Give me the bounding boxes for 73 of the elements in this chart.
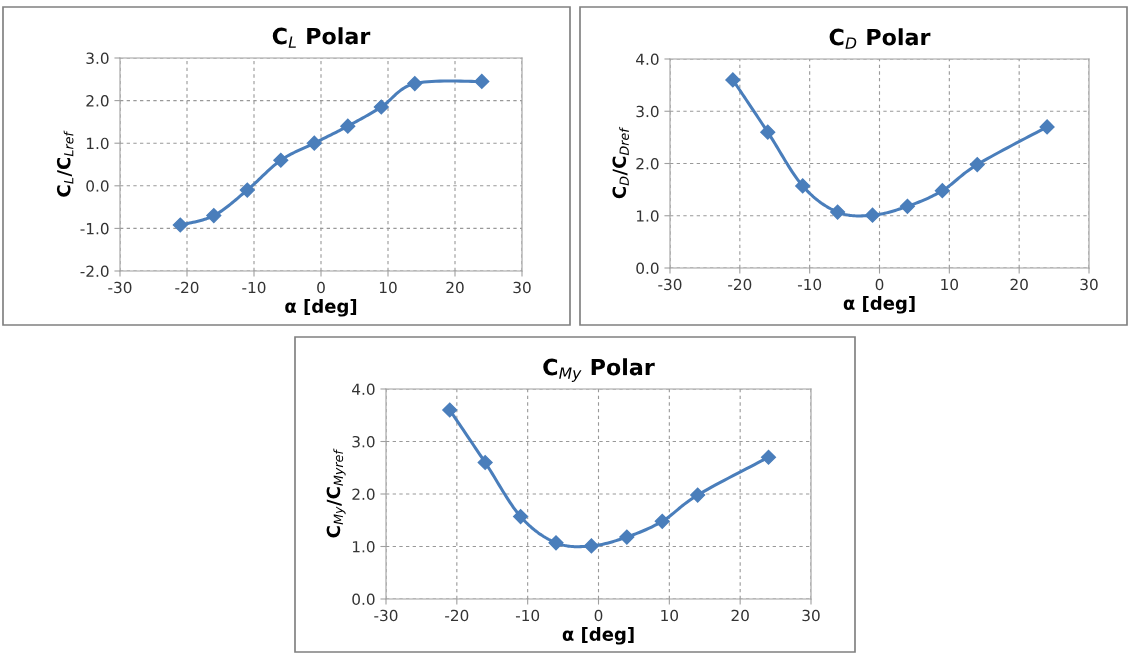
point: [273, 152, 289, 168]
y-tick-label: -2.0: [80, 265, 109, 278]
y-tick-label: 0.0: [86, 180, 109, 192]
point: [760, 449, 777, 465]
x-tick-label: 30: [513, 281, 531, 294]
x-tick-label: 20: [1010, 278, 1028, 291]
y-tick-label: 2.0: [352, 488, 375, 501]
point: [340, 118, 356, 134]
chart-title: C$_{L}$ Polar: [272, 27, 371, 48]
point: [760, 124, 776, 140]
point: [583, 538, 599, 554]
point: [548, 535, 564, 551]
y-axis-title: C$_{L}$/C$_{Lref}$: [56, 130, 74, 197]
point: [864, 207, 881, 223]
chart-title: C$_{D}$ Polar: [829, 28, 931, 49]
x-tick-label: 10: [941, 278, 959, 291]
point: [830, 204, 846, 220]
x-axis-title: α [deg]: [562, 626, 634, 645]
point: [474, 73, 490, 89]
y-tick-label: 1.0: [636, 210, 659, 222]
point: [513, 509, 529, 525]
point: [690, 487, 706, 503]
x-tick-label: -20: [175, 281, 199, 294]
point: [969, 156, 985, 173]
x-tick-label: 0: [875, 278, 884, 291]
x-tick-label: 0: [317, 281, 325, 294]
y-tick-label: 3.0: [636, 105, 659, 118]
x-axis-title: α [deg]: [285, 298, 357, 317]
y-tick-label: 2.0: [86, 95, 109, 107]
point: [407, 75, 423, 92]
point: [477, 454, 493, 471]
x-tick-label: -10: [515, 609, 540, 622]
y-tick-label: 3.0: [86, 52, 109, 65]
chart-title: C$_{My}$ Polar: [543, 358, 655, 382]
point: [442, 402, 458, 418]
y-tick-label: 1.0: [352, 540, 375, 553]
point: [239, 182, 255, 198]
point: [373, 99, 389, 115]
y-tick-label: 3.0: [352, 435, 375, 448]
point: [654, 513, 670, 529]
y-tick-label: 4.0: [636, 53, 659, 66]
point: [795, 178, 811, 194]
x-tick-label: 20: [446, 281, 464, 294]
y-tick-label: 0.0: [636, 262, 659, 275]
point: [206, 208, 222, 224]
x-tick-label: -30: [658, 278, 682, 291]
y-tick-label: 1.0: [86, 137, 109, 150]
x-tick-label: 10: [379, 281, 397, 294]
y-tick-label: 2.0: [636, 157, 659, 170]
x-tick-label: 0: [594, 609, 603, 622]
x-axis-title: α [deg]: [843, 295, 915, 314]
x-tick-label: -10: [797, 278, 822, 291]
x-tick-label: -20: [445, 609, 469, 622]
y-tick-label: 0.0: [352, 593, 375, 606]
point: [306, 135, 322, 151]
point: [725, 72, 741, 88]
point: [172, 217, 188, 233]
x-tick-label: 30: [802, 609, 820, 622]
x-tick-label: 30: [1080, 278, 1098, 291]
y-tick-label: 4.0: [352, 383, 375, 396]
y-axis-title: C$_{D}$/C$_{Dref}$: [612, 126, 629, 199]
x-tick-label: -30: [374, 609, 398, 622]
x-tick-label: -20: [728, 278, 752, 291]
x-tick-label: -30: [108, 281, 132, 294]
y-axis-title: C$_{My}$/C$_{Myref}$: [326, 448, 346, 538]
x-tick-label: 10: [661, 609, 679, 622]
x-tick-label: -10: [242, 281, 266, 294]
point: [899, 198, 916, 214]
point: [934, 183, 950, 199]
point: [619, 529, 635, 545]
x-tick-label: 20: [731, 609, 749, 622]
point: [1039, 119, 1055, 135]
y-tick-label: -1.0: [80, 222, 109, 235]
